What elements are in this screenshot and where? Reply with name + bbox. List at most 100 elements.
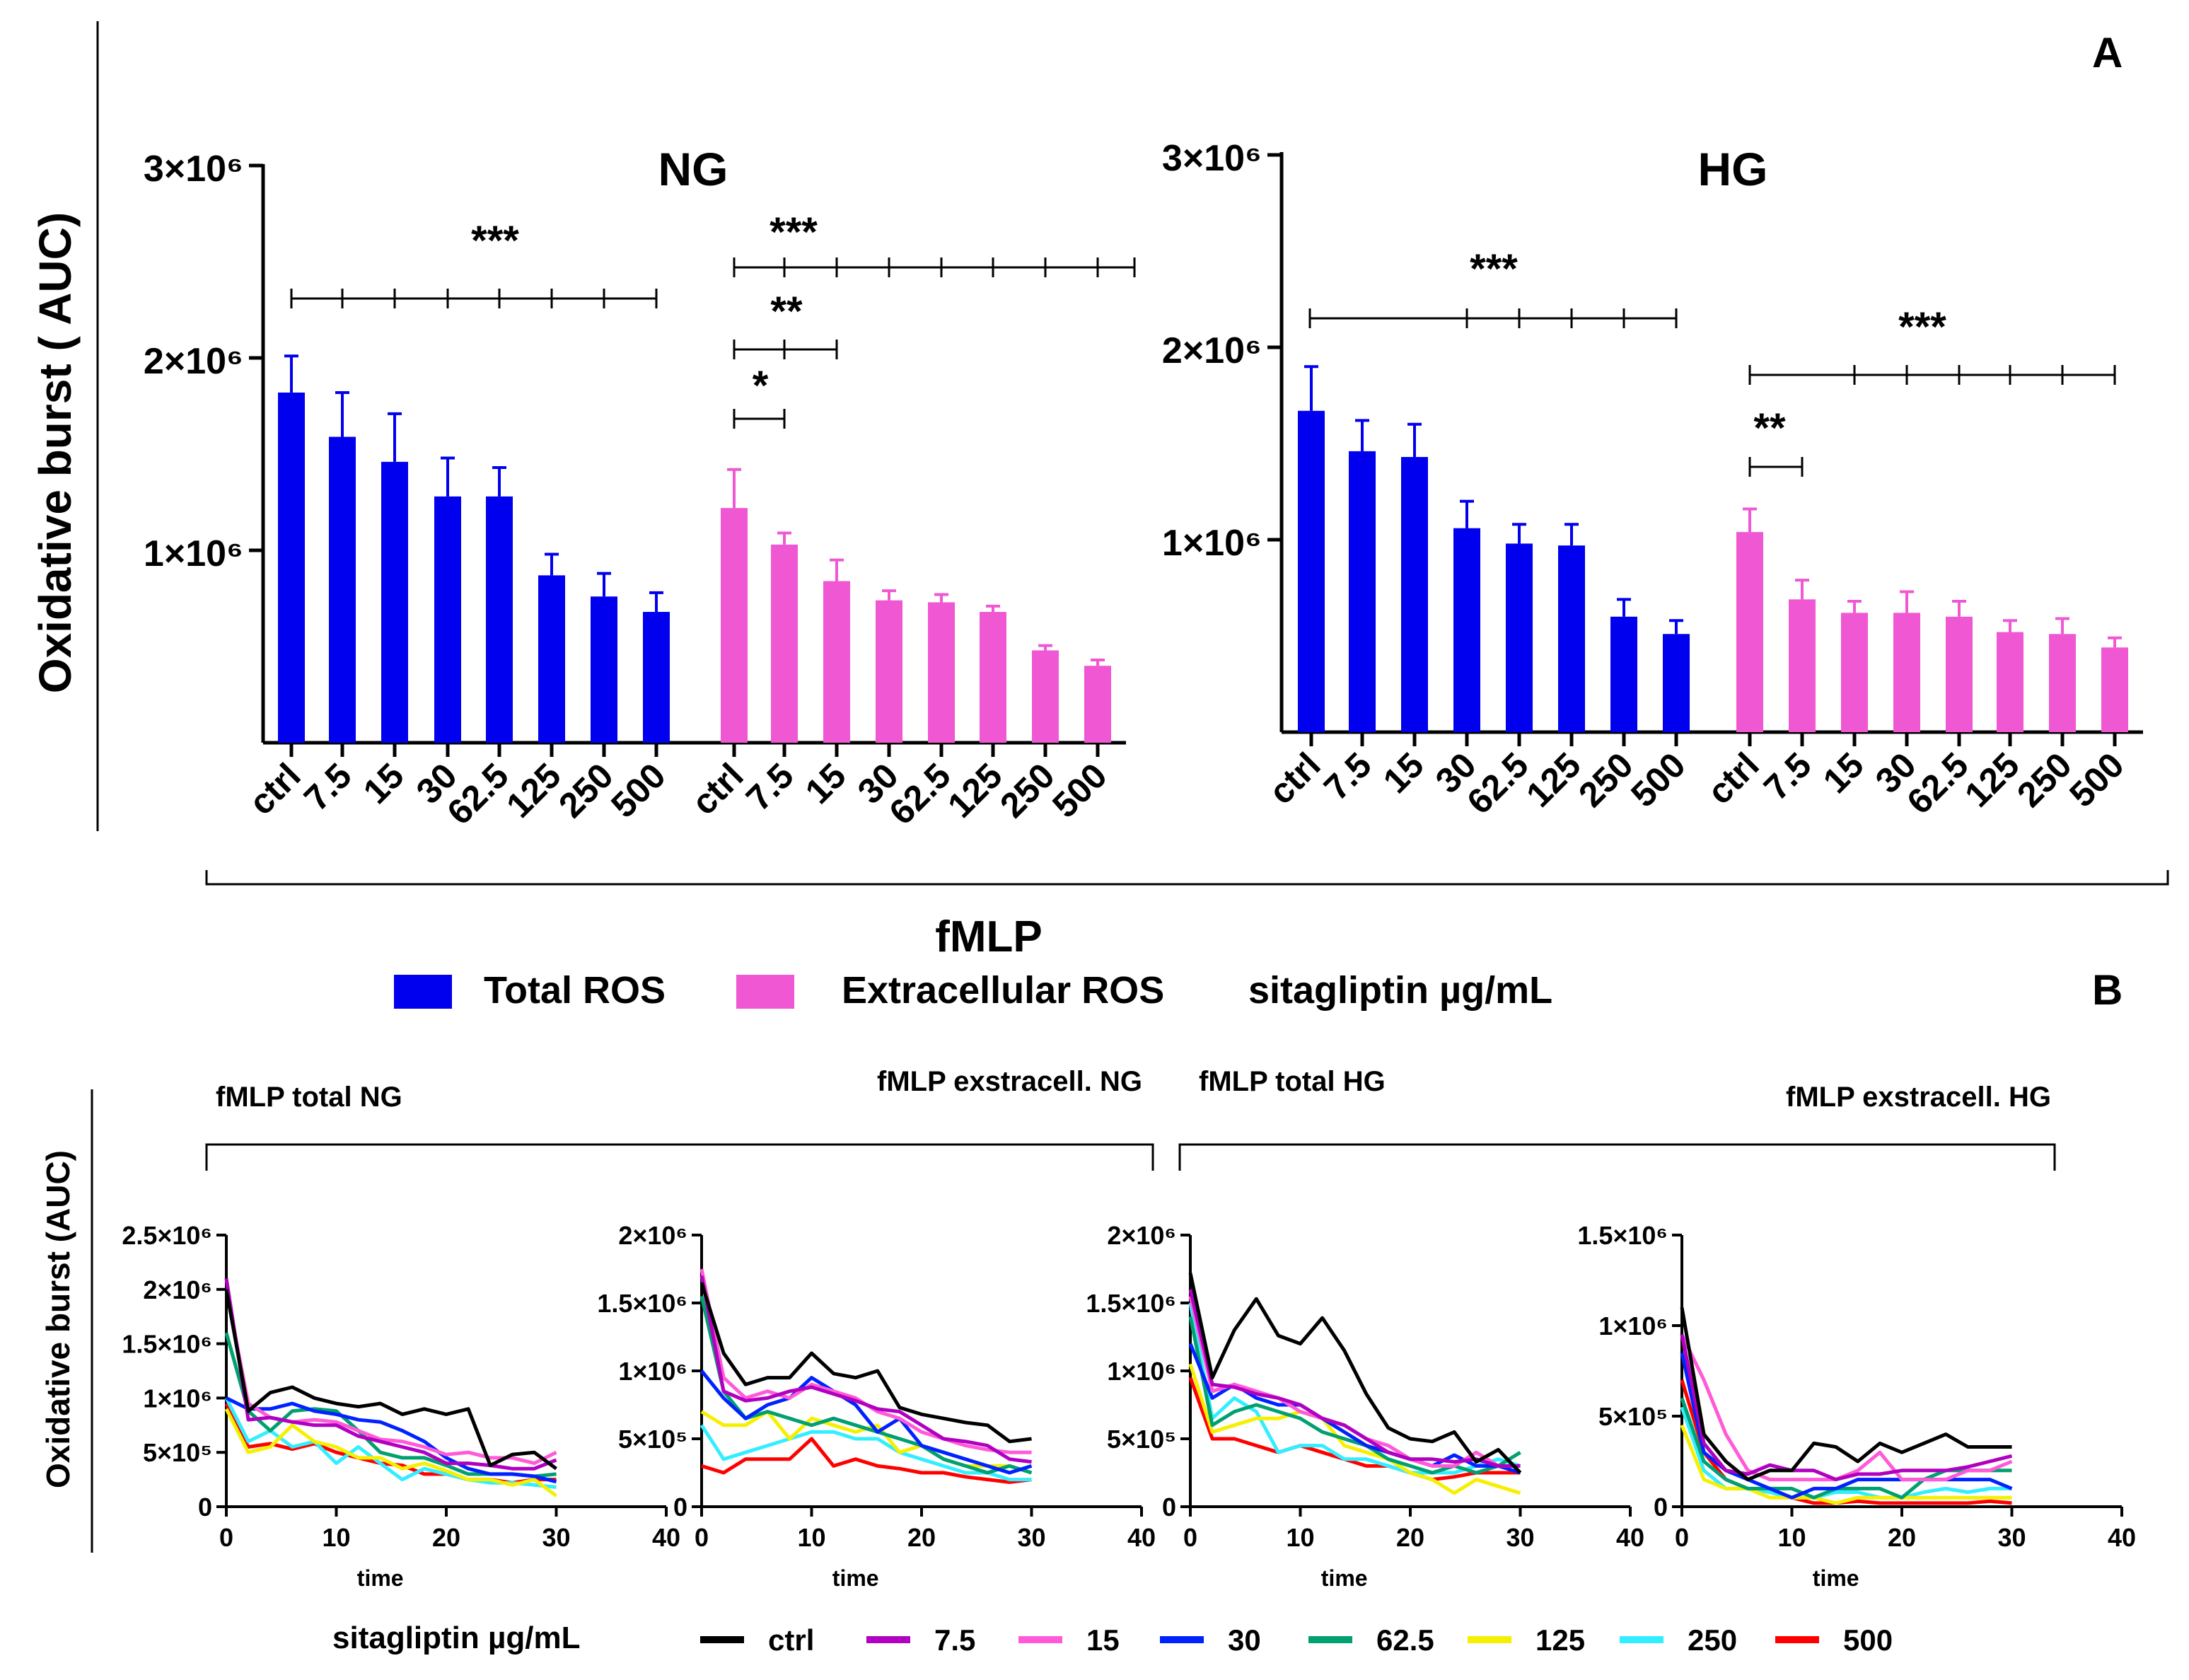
- bar-extra-30: [1893, 613, 1920, 732]
- x-tick-label: 15: [798, 755, 854, 811]
- legend-unit-label: sitagliptin µg/mL: [1248, 969, 1552, 1012]
- bottom-y-axis-label: Oxidative burst (AUC): [40, 1150, 76, 1488]
- x-tick-label: 500: [1623, 745, 1693, 815]
- bar-total-62.5: [486, 496, 513, 743]
- y-tick-label: 2.5×10⁶: [122, 1221, 212, 1250]
- chart-title: fMLP total NG: [216, 1082, 402, 1113]
- panel-label-b: B: [2092, 966, 2123, 1014]
- chart-title: HG: [1698, 143, 1768, 195]
- y-tick-label: 2×10⁶: [1162, 330, 1262, 371]
- x-axis-label: time: [832, 1565, 879, 1591]
- series-line-62-5: [1188, 1316, 1521, 1475]
- significance-label: ***: [471, 218, 519, 264]
- legend-label-62-5: 62.5: [1376, 1623, 1434, 1657]
- x-tick-label: 0: [1675, 1523, 1689, 1552]
- bar-total-125: [538, 575, 565, 743]
- series-line-30: [700, 1369, 1033, 1475]
- line-chart-1: fMLP total NG 0 5×10⁵ 1×10⁶ 1.5×10⁶ 2×10⁶ 2.5×…: [122, 1082, 680, 1591]
- series-line-15: [224, 1289, 557, 1466]
- legend-total-label: Total ROS: [484, 969, 666, 1012]
- bar-extra-500: [1084, 666, 1111, 743]
- y-tick-label: 1×10⁶: [144, 533, 243, 574]
- bar-total-250: [1610, 616, 1637, 732]
- legend-label-125: 125: [1535, 1623, 1585, 1657]
- x-tick-label: 15: [1816, 745, 1871, 801]
- bar-extra-250: [1032, 650, 1059, 743]
- series-line-62-5: [699, 1295, 1033, 1475]
- significance-label: *: [753, 363, 769, 409]
- line-chart-2: fMLP exstracell. NG 0 5×10⁵ 1×10⁶ 1.5×10⁶ 2×1…: [597, 1066, 1156, 1591]
- x-tick-label: 20: [907, 1523, 936, 1552]
- series-line-7-5: [224, 1278, 557, 1471]
- line-chart-4: fMLP exstracell. HG 0 5×10⁵ 1×10⁶ 1.5×10⁶ 0 10…: [1577, 1082, 2136, 1591]
- y-tick-label: 5×10⁵: [1107, 1425, 1176, 1454]
- bar-total-250: [591, 596, 617, 743]
- y-tick-label: 0: [198, 1493, 212, 1522]
- legend-label-ctrl: ctrl: [768, 1623, 814, 1657]
- legend-extra-label: Extracellular ROS: [842, 969, 1164, 1012]
- bar-extra-125: [980, 612, 1006, 743]
- y-tick-label: 5×10⁵: [1598, 1402, 1668, 1431]
- x-tick-label: 10: [797, 1523, 825, 1552]
- x-tick-label: 10: [1286, 1523, 1314, 1552]
- legend-label-500: 500: [1843, 1623, 1893, 1657]
- legend-label-7-5: 7.5: [934, 1623, 975, 1657]
- bar-extra-ctrl: [721, 508, 748, 743]
- legend-total-swatch: [394, 975, 452, 1009]
- series-line-ctrl: [1680, 1307, 2012, 1482]
- bar-extra-30: [876, 600, 902, 743]
- chart-title: NG: [658, 143, 728, 195]
- x-tick-label: 10: [322, 1523, 350, 1552]
- x-tick-label: 40: [652, 1523, 680, 1552]
- x-tick-label: 30: [1017, 1523, 1045, 1552]
- series-line-ctrl: [224, 1289, 557, 1471]
- significance-label: **: [1753, 405, 1786, 451]
- x-tick-label: 500: [2062, 745, 2132, 815]
- bar-total-ctrl: [278, 392, 305, 743]
- panel-b-bracket-left: [205, 1143, 1154, 1171]
- fmlp-label: fMLP: [935, 913, 1043, 961]
- y-tick-label: 0: [1654, 1493, 1668, 1522]
- series-line-30: [1680, 1352, 2013, 1500]
- legend-extra-swatch: [736, 975, 794, 1009]
- y-tick-label: 0: [673, 1493, 687, 1522]
- x-tick-label: 7.5: [738, 755, 801, 818]
- bar-extra-62.5: [1946, 616, 1973, 732]
- x-axis-label: time: [1813, 1565, 1859, 1591]
- series-line-62-5: [224, 1332, 557, 1478]
- y-tick-label: 2×10⁶: [143, 1275, 212, 1304]
- x-tick-label: 500: [1045, 755, 1115, 825]
- x-tick-label: 0: [219, 1523, 233, 1552]
- panel-b-bracket-right: [1178, 1143, 2056, 1171]
- chart-title: fMLP total HG: [1199, 1066, 1386, 1097]
- series-line-ctrl: [1188, 1273, 1522, 1474]
- y-tick-label: 1×10⁶: [618, 1357, 687, 1386]
- chart-title: fMLP exstracell. HG: [1786, 1082, 2051, 1113]
- x-axis-label: time: [357, 1565, 404, 1591]
- bar-extra-7.5: [1789, 599, 1816, 732]
- line-legend-title: sitagliptin µg/mL: [332, 1621, 580, 1655]
- x-tick-label: 30: [542, 1523, 570, 1552]
- significance-label: **: [770, 289, 803, 335]
- y-tick-label: 1.5×10⁶: [597, 1289, 687, 1318]
- x-tick-label: 20: [1396, 1523, 1424, 1552]
- x-tick-label: 7.5: [1756, 745, 1819, 808]
- x-tick-label: 30: [1506, 1523, 1534, 1552]
- bar-total-7.5: [1349, 451, 1376, 732]
- bar-total-500: [1663, 634, 1690, 732]
- y-tick-label: 3×10⁶: [144, 149, 243, 190]
- series-line-30: [225, 1396, 557, 1484]
- chart-title: fMLP exstracell. NG: [877, 1066, 1142, 1097]
- y-tick-label: 2×10⁶: [1107, 1221, 1176, 1250]
- x-tick-label: 30: [1997, 1523, 2026, 1552]
- bar-total-15: [381, 461, 408, 743]
- series-line-125: [1188, 1363, 1521, 1495]
- y-tick-label: 2×10⁶: [618, 1221, 687, 1250]
- bar-total-15: [1401, 457, 1428, 732]
- x-tick-label: 20: [432, 1523, 460, 1552]
- x-tick-label: 7.5: [1316, 745, 1379, 808]
- x-tick-label: 40: [1127, 1523, 1156, 1552]
- series-line-ctrl: [699, 1282, 1032, 1444]
